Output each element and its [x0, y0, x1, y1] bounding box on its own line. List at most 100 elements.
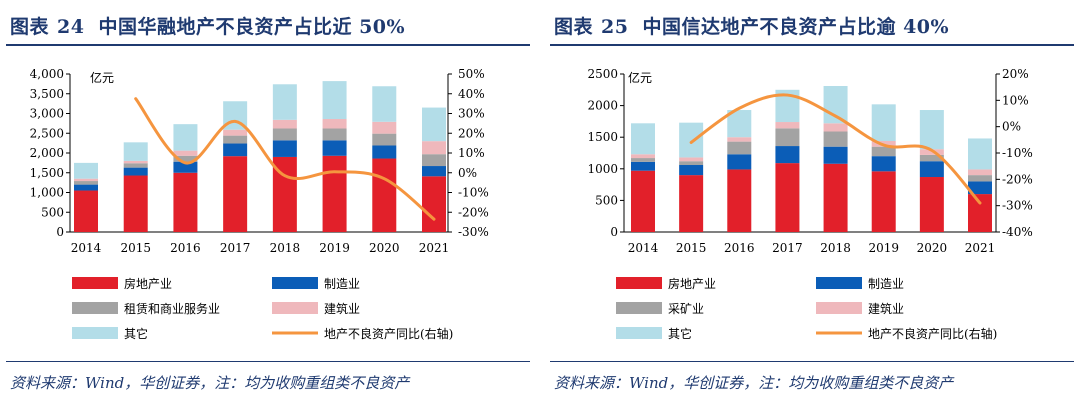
chart-huarong: 0 500 1,000 1,500 2,000 2,500 3,000 3,500 4,000 -…: [30, 67, 489, 341]
bar-segment: [272, 140, 297, 157]
x-tick-label: 2021: [419, 241, 450, 255]
bar-segment: [272, 84, 297, 120]
title-rule: [6, 44, 530, 46]
bar-segment: [823, 163, 848, 232]
x-tick-label: 2018: [270, 241, 301, 255]
bar-segment: [422, 107, 446, 142]
legend-label: 租赁和商业服务业: [124, 301, 220, 316]
bar-segment: [74, 184, 98, 191]
legend-label: 其它: [668, 326, 692, 341]
bar-segment: [919, 177, 944, 232]
x-tick-label: 2016: [170, 241, 201, 255]
bar-segment: [322, 140, 347, 156]
chart-cinda: 0 500 1000 1500 2000 2500 -40% -30% -20% -10% 0% 10…: [587, 67, 1033, 341]
legend-swatch: [816, 302, 862, 314]
y-tick-label: 500: [595, 193, 618, 207]
bar-segment: [968, 138, 992, 170]
bar-segment: [422, 141, 446, 155]
x-tick-label: 2016: [724, 241, 755, 255]
figure-title: 图表 24 中国华融地产不良资产占比近 50%: [10, 12, 405, 39]
x-tick-label: 2014: [628, 241, 659, 255]
bar-segment: [775, 146, 800, 164]
y2-tick-label: 50%: [458, 67, 485, 81]
bar-segment: [422, 176, 446, 232]
bar-segment: [123, 175, 148, 232]
bar-segment: [679, 165, 704, 176]
bar-segment: [173, 150, 198, 156]
y2-tick-label: -30%: [458, 225, 489, 239]
y-tick-label: 1500: [587, 130, 618, 144]
legend-label: 建筑业: [324, 301, 360, 316]
bar-segment: [372, 145, 397, 159]
bar-segment: [919, 161, 944, 178]
x-tick-label: 2021: [965, 241, 996, 255]
y-tick-label: 2,500: [30, 126, 64, 140]
legend-label: 其它: [124, 326, 148, 341]
source-rule: [6, 361, 530, 362]
bar-segment: [223, 143, 248, 157]
bar-segment: [223, 129, 248, 136]
x-tick-label: 2017: [772, 241, 803, 255]
bar-segment: [223, 156, 248, 232]
legend-swatch: [816, 277, 862, 289]
bar-segment: [871, 146, 896, 157]
yoy-line: [134, 97, 436, 221]
bar-segment: [727, 169, 752, 232]
y2-tick-label: 40%: [458, 87, 485, 101]
bar-segment: [322, 81, 347, 120]
legend-label: 房地产业: [668, 276, 716, 291]
y-unit-label: 亿元: [90, 70, 114, 85]
bar-segment: [679, 161, 704, 166]
bar-segment: [223, 135, 248, 144]
y-tick-label: 3,000: [30, 107, 64, 121]
bar-segment: [968, 181, 992, 195]
bar-segment: [871, 171, 896, 232]
bar-segment: [322, 155, 347, 232]
y2-tick-label: -20%: [1002, 172, 1033, 186]
x-tick-label: 2018: [820, 241, 851, 255]
legend-swatch: [272, 277, 318, 289]
legend-label: 房地产业: [124, 276, 172, 291]
source-note: 资料来源：Wind，华创证券，注：均为收购重组类不良资产: [10, 374, 410, 392]
bar-segment: [871, 156, 896, 172]
bar-segment: [679, 122, 704, 158]
figure-24-panel: 图表 24 中国华融地产不良资产占比近 50% 0 500 1,000 1,500 2,00…: [6, 0, 530, 402]
legend-swatch: [616, 277, 662, 289]
legend-label: 地产不良资产同比(右轴): [324, 326, 453, 341]
y2-tick-label: -20%: [458, 205, 489, 219]
figure-number: 25: [601, 16, 629, 38]
bar-segment: [775, 122, 800, 129]
y2-tick-label: -10%: [458, 186, 489, 200]
bar-segment: [919, 154, 944, 162]
y2-tick-label: 0%: [1002, 120, 1021, 134]
figure-label: 图表: [554, 16, 594, 38]
y2-tick-label: 10%: [1002, 93, 1029, 107]
bar-segment: [74, 190, 98, 232]
bar-segment: [123, 167, 148, 176]
bar-segment: [631, 170, 655, 232]
y-tick-label: 4,000: [30, 67, 64, 81]
y2-tick-label: -30%: [1002, 199, 1033, 213]
bar-segment: [322, 128, 347, 141]
y-tick-label: 2500: [587, 67, 618, 81]
legend-swatch: [72, 302, 118, 314]
bar-segment: [631, 161, 655, 171]
y-tick-label: 1,500: [30, 166, 64, 180]
bar-segment: [631, 123, 655, 155]
bar-segment: [372, 158, 397, 232]
bar-segment: [727, 137, 752, 142]
bar-segment: [372, 121, 397, 134]
y-tick-label: 2000: [587, 99, 618, 113]
figure-title: 图表 25 中国信达地产不良资产占比逾 40%: [554, 12, 949, 39]
bar-segment: [823, 146, 848, 164]
bar-segment: [272, 128, 297, 141]
bar-segment: [173, 155, 198, 162]
bar-segment: [422, 154, 446, 167]
bar-segment: [968, 169, 992, 176]
y-tick-label: 2,000: [30, 146, 64, 160]
bar-segment: [968, 194, 992, 232]
legend-label: 采矿业: [668, 302, 704, 316]
figure-25-panel: 图表 25 中国信达地产不良资产占比逾 40% 0 500 1000 1500 2000 25…: [550, 0, 1074, 402]
bar-segment: [968, 175, 992, 182]
bar-segment: [823, 123, 848, 132]
